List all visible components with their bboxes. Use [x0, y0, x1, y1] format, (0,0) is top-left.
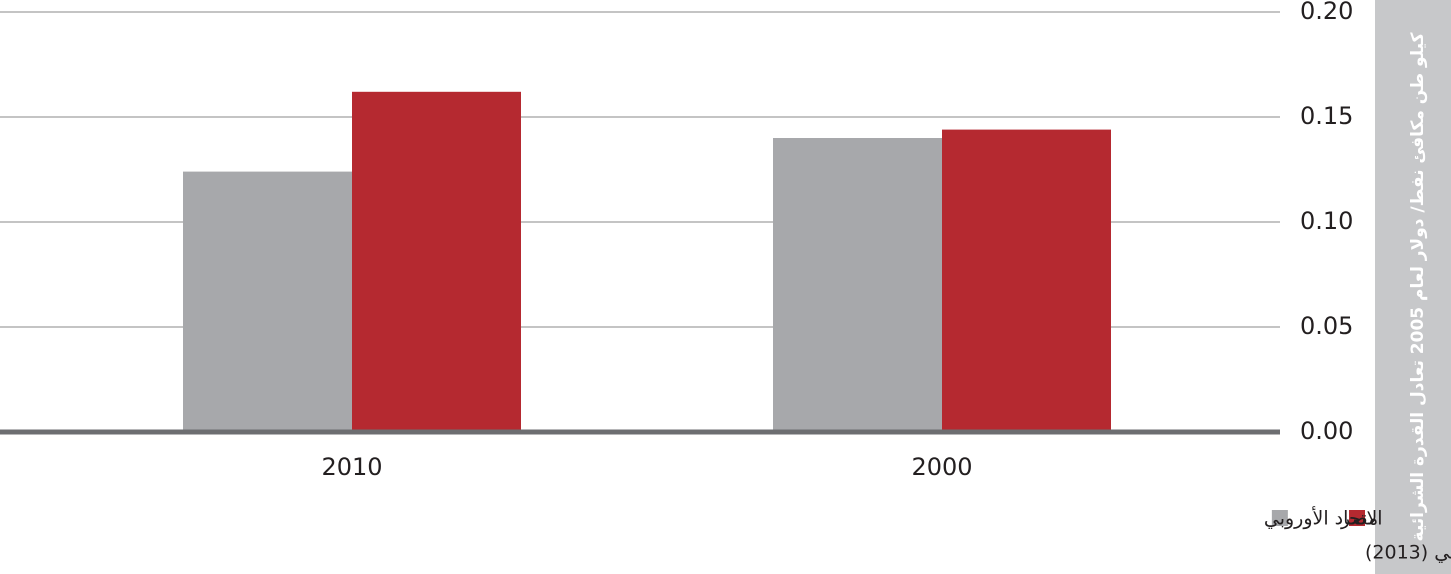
bar	[942, 129, 1111, 432]
bar	[773, 138, 942, 432]
y-tick-label: 0.20	[1300, 0, 1353, 25]
y-axis-label: كيلو طن مكافئ نفط/ دولار لعام 2005 تعادل…	[1408, 32, 1428, 541]
y-tick-label: 0.15	[1300, 102, 1353, 130]
y-tick-label: 0.05	[1300, 312, 1353, 340]
y-tick-label: 0.10	[1300, 207, 1353, 235]
legend-swatch	[1271, 510, 1288, 526]
bar	[183, 171, 352, 432]
axis-label-band	[1375, 0, 1451, 574]
legend-label: مصر	[1340, 508, 1378, 530]
legend-label: الاتحاد الأوروبي	[1264, 507, 1383, 530]
x-tick-label: 2000	[911, 453, 972, 481]
x-tick-label: 2010	[321, 453, 382, 481]
y-tick-label: 0.00	[1300, 417, 1353, 445]
legend-swatch	[1349, 510, 1365, 526]
bar	[352, 91, 521, 433]
source-note: المصادر: مجلس الطاقة العالمي (2013) والب…	[1365, 542, 1451, 564]
